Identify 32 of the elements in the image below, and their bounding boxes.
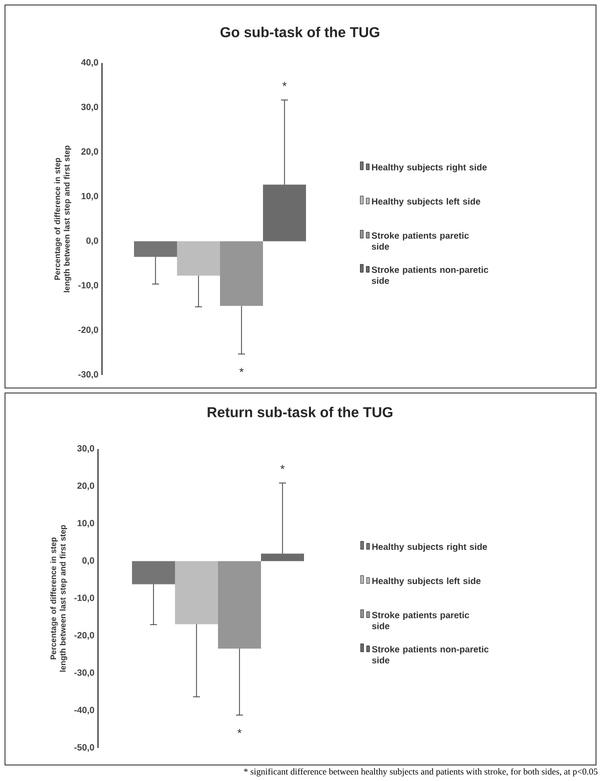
annotation: * <box>282 82 287 86</box>
annotation: * <box>237 728 242 734</box>
annotation: * <box>280 464 285 470</box>
y-tick-label: 0,0 <box>82 557 94 565</box>
annotation: * <box>239 368 244 372</box>
y-tick-label: 30,0 <box>77 445 94 453</box>
text: * significant difference between healthy subjects and patients with stroke, for both sides, at p<0.05 <box>244 768 598 776</box>
y-tick-label: -40,0 <box>74 706 94 714</box>
y-tick-label: -30,0 <box>78 371 98 379</box>
y-tick-label: 30,0 <box>81 104 98 112</box>
legend-label: Stroke patients non-paretic side <box>372 266 488 284</box>
y-tick-label: 40,0 <box>81 59 98 67</box>
y-tick-label: 0,0 <box>86 237 98 246</box>
legend-label: Healthy subjects left side <box>372 578 481 586</box>
y-tick-label: -10,0 <box>78 282 98 290</box>
y-tick-label: -30,0 <box>74 669 94 678</box>
legend-label: Healthy subjects left side <box>372 198 480 206</box>
y-tick-label: -50,0 <box>74 744 94 752</box>
legend-label: Stroke patients paretic side <box>372 612 470 630</box>
legend-label: Stroke patients non-paretic side <box>372 646 489 664</box>
y-tick-label: 20,0 <box>77 482 94 490</box>
y-tick-label: -20,0 <box>78 326 98 334</box>
legend-label: Stroke patients paretic side <box>372 232 469 250</box>
y-tick-label: 10,0 <box>78 520 94 528</box>
y-tick-label: 20,0 <box>81 148 98 156</box>
y-tick-label: 10,0 <box>82 192 98 201</box>
y-tick-label: -10,0 <box>74 594 94 602</box>
chart-title: Return sub-task of the TUG <box>208 406 392 418</box>
legend-label: Healthy subjects right side <box>372 164 487 172</box>
chart-title: Go sub-task of the TUG <box>220 26 380 38</box>
legend-label: Healthy subjects right side <box>372 543 488 552</box>
y-tick-label: -20,0 <box>74 632 94 640</box>
